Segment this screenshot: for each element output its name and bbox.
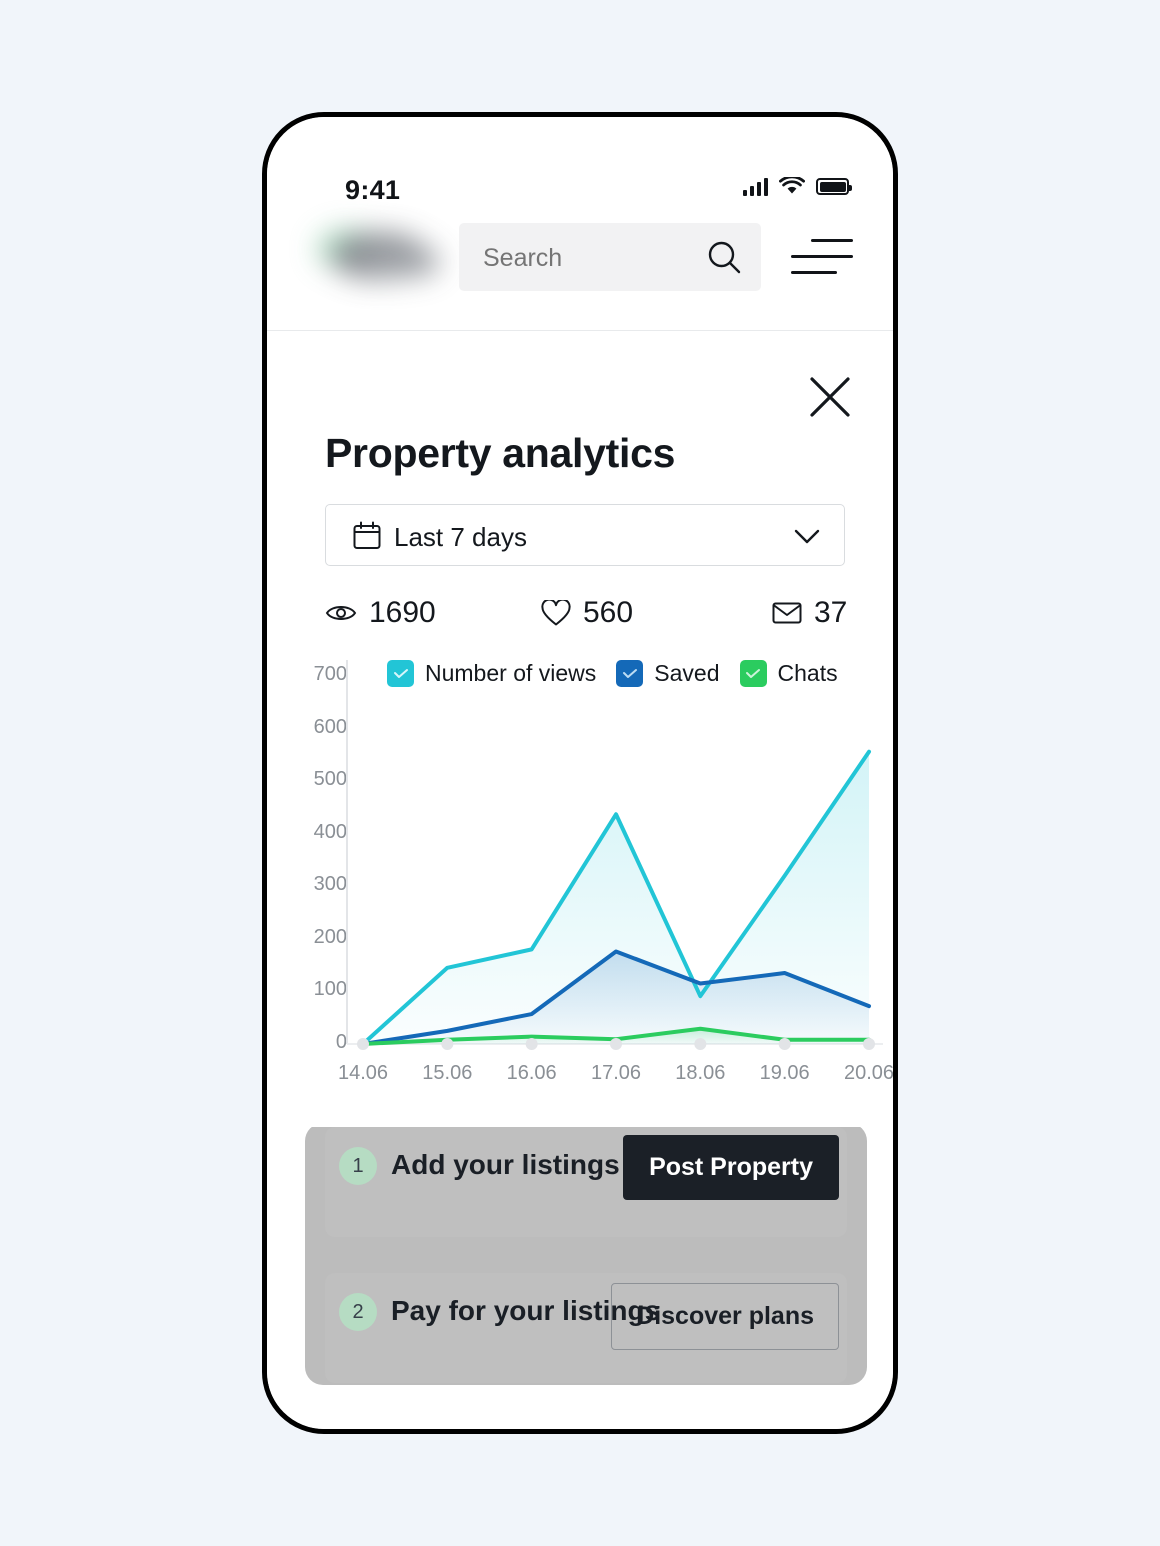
onboarding-cards: 1 Add your listings Post Property 2 Pay … <box>305 1123 867 1385</box>
status-bar: 9:41 <box>267 117 893 205</box>
chart-x-axis: 14.06 15.06 16.06 17.06 18.06 19.06 20.06 <box>338 654 893 1084</box>
page-title: Property analytics <box>325 430 676 476</box>
step-number: 1 <box>339 1147 377 1185</box>
chart-y-tick: 100 <box>313 978 347 1001</box>
chart-x-tick: 18.06 <box>675 1062 726 1084</box>
stats-row: 1690 560 37 <box>325 596 847 640</box>
app-header <box>267 203 893 331</box>
search-input[interactable] <box>481 243 685 274</box>
checkbox-checked-icon[interactable] <box>739 660 767 687</box>
onboarding-card-1: 1 Add your listings Post Property <box>325 1127 847 1237</box>
chart-y-tick: 400 <box>313 820 347 843</box>
chart-y-tick: 200 <box>313 925 347 948</box>
date-range-select[interactable]: Last 7 days <box>325 504 845 566</box>
stat-chats-value: 37 <box>814 596 848 629</box>
stat-saved-value: 560 <box>583 596 634 629</box>
chart-y-tick: 0 <box>335 1031 347 1053</box>
cellular-bars-icon <box>743 177 768 196</box>
legend-item-chats[interactable]: Chats <box>739 660 838 687</box>
search-field[interactable] <box>459 223 761 291</box>
stat-views-value: 1690 <box>369 596 436 629</box>
search-icon[interactable] <box>707 240 741 274</box>
stat-chats: 37 <box>772 596 847 630</box>
onboarding-card-2: 2 Pay for your listings Discover plans <box>325 1273 847 1383</box>
checkbox-checked-icon[interactable] <box>616 660 644 687</box>
step-number: 2 <box>339 1293 377 1331</box>
eye-icon <box>325 606 357 620</box>
legend-label: Number of views <box>425 660 597 686</box>
date-range-value: Last 7 days <box>394 522 527 552</box>
stat-saved: 560 <box>541 596 633 630</box>
step-label: Add your listings <box>391 1149 620 1180</box>
status-icons <box>743 177 852 196</box>
chart-y-tick: 700 <box>313 663 347 685</box>
discover-plans-button[interactable]: Discover plans <box>611 1283 839 1350</box>
chart-y-tick: 300 <box>313 873 347 896</box>
chart-x-tick: 16.06 <box>506 1062 557 1084</box>
chevron-down-icon[interactable] <box>794 529 820 545</box>
heart-icon <box>541 599 571 625</box>
app-logo[interactable] <box>305 203 450 309</box>
chart-plot-area <box>346 660 883 1050</box>
step-label: Pay for your listings <box>391 1295 661 1326</box>
property-analytics-sheet: Property analytics Last 7 days 1690 <box>267 332 893 1127</box>
phone-frame: 9:41 1 Add your <box>262 112 898 1434</box>
chart-x-tick: 15.06 <box>422 1062 473 1084</box>
chart-legend: Number of views Saved Chats <box>387 660 838 687</box>
envelope-icon <box>772 602 802 624</box>
chart-x-tick: 17.06 <box>590 1062 642 1084</box>
chart-x-tick: 14.06 <box>337 1062 389 1084</box>
legend-item-saved[interactable]: Saved <box>616 660 720 687</box>
chart-x-tick: 20.06 <box>843 1062 893 1084</box>
post-property-button[interactable]: Post Property <box>623 1135 839 1200</box>
checkbox-checked-icon[interactable] <box>387 660 414 687</box>
analytics-chart: Number of views Saved Chats 700 600 500 400… <box>285 654 893 1084</box>
battery-icon <box>816 178 852 195</box>
hamburger-menu-icon[interactable] <box>791 233 853 279</box>
chart-x-tick: 19.06 <box>759 1062 810 1084</box>
chart-y-tick: 600 <box>313 715 347 738</box>
chart-y-tick: 500 <box>313 768 347 791</box>
legend-label: Saved <box>654 660 720 686</box>
wifi-icon <box>779 177 805 194</box>
stat-views: 1690 <box>325 596 436 630</box>
calendar-icon <box>353 521 381 549</box>
status-time: 9:41 <box>345 175 401 205</box>
close-icon[interactable] <box>807 374 853 420</box>
chart-y-axis: 700 600 500 400 300 200 100 0 <box>285 654 347 1084</box>
legend-item-views[interactable]: Number of views <box>387 660 596 687</box>
legend-label: Chats <box>777 660 838 686</box>
phone-screen: 9:41 1 Add your <box>267 117 893 1429</box>
